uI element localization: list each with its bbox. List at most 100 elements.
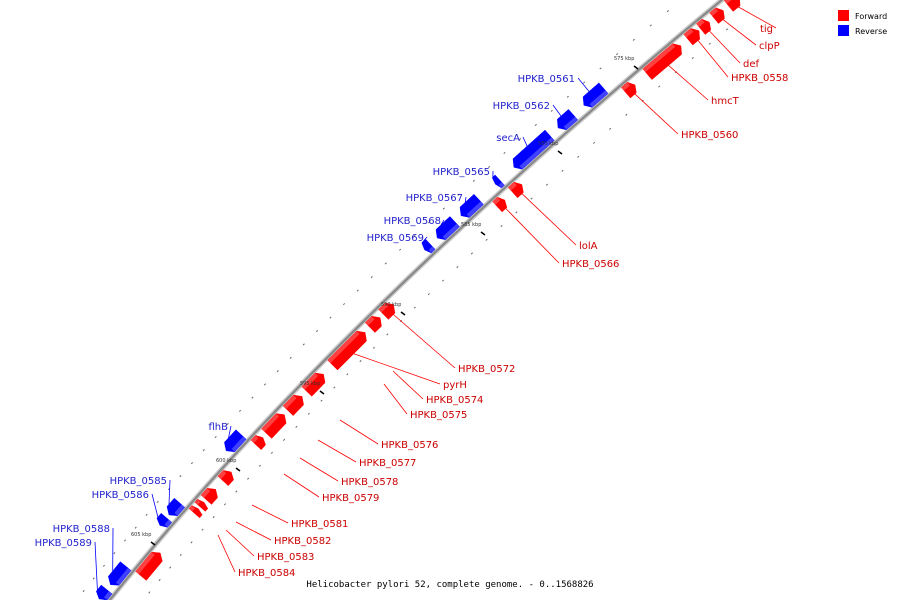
tick-mark xyxy=(500,225,503,228)
label-leader-lines xyxy=(94,6,777,590)
leader-line xyxy=(353,353,441,385)
gene-label-tig: tig xyxy=(760,24,773,35)
gene-block xyxy=(200,488,218,505)
gene-block xyxy=(459,193,484,218)
tick-mark xyxy=(485,238,488,241)
gene-highlight xyxy=(283,395,297,409)
gene-highlight xyxy=(642,43,676,73)
tick-mark xyxy=(145,513,148,516)
gene-block xyxy=(512,129,555,170)
tick-mark xyxy=(212,515,215,519)
kbp-markers: 575 kbp 580 kbp 585 kbp 590 kbp 595 kbp 600 k… xyxy=(131,56,639,546)
tick-mark xyxy=(616,53,619,56)
tick-mark xyxy=(359,360,362,363)
tick-mark xyxy=(179,553,182,557)
tick-mark xyxy=(386,333,389,336)
gene-labels: tig clpP def HPKB_0558 hmcT HPKB_0560 lolA HPKB… xyxy=(35,24,789,579)
gene-highlight xyxy=(563,116,578,130)
tick-mark xyxy=(708,42,711,45)
gene-block xyxy=(194,498,209,512)
tick-mark xyxy=(441,279,445,282)
kbp-marker-label: 595 kbp xyxy=(300,381,320,387)
gene-label-hpkb_0566: HPKB_0566 xyxy=(562,259,619,270)
leader-line xyxy=(251,504,289,524)
tick-mark xyxy=(102,564,105,567)
gene-block xyxy=(250,435,266,451)
gene-highlight xyxy=(231,436,247,452)
gene-block xyxy=(217,470,234,486)
tick-mark xyxy=(148,591,151,594)
leader-line xyxy=(521,193,577,246)
tick-mark xyxy=(333,386,336,389)
gene-highlight xyxy=(103,591,113,600)
gene-label-hpkb_0577: HPKB_0577 xyxy=(359,458,416,469)
gene-highlight xyxy=(201,488,211,498)
gene-highlight xyxy=(301,373,318,390)
tick-mark xyxy=(123,539,126,542)
gene-label-hpkb_0583: HPKB_0583 xyxy=(257,552,314,563)
gene-highlight xyxy=(621,82,630,91)
tick-mark xyxy=(346,373,349,376)
genome-backbone xyxy=(106,0,726,600)
leader-line xyxy=(668,65,709,101)
gene-block xyxy=(96,584,113,600)
gene-highlight xyxy=(135,552,155,575)
gene-highlight xyxy=(428,246,436,253)
tick-mark xyxy=(370,275,373,279)
gene-highlight xyxy=(442,223,460,240)
tick-mark xyxy=(442,207,445,210)
gene-label-hpkb_0581: HPKB_0581 xyxy=(291,519,348,530)
kbp-marker-label: 575 kbp xyxy=(614,56,634,62)
gene-label-hpkb_0561: HPKB_0561 xyxy=(518,74,575,85)
tick-mark xyxy=(515,211,518,214)
leader-line xyxy=(422,236,428,243)
gene-highlight xyxy=(365,316,375,326)
gene-highlight xyxy=(378,303,389,313)
leader-line xyxy=(738,6,777,29)
gene-label-hpkb_0565: HPKB_0565 xyxy=(433,167,490,178)
leader-line xyxy=(393,314,456,369)
gene-block xyxy=(491,174,505,189)
gene-highlight xyxy=(696,19,705,27)
leader-line xyxy=(151,493,159,518)
tick-mark xyxy=(456,265,459,269)
legend: Forward Reverse xyxy=(838,10,887,36)
kbp-marker-label: 605 kbp xyxy=(131,532,151,538)
tick-mark xyxy=(156,500,159,504)
gene-highlight xyxy=(174,504,185,516)
gene-highlight xyxy=(709,7,719,16)
gene-label-flhb: flhB xyxy=(209,422,229,433)
tick-mark xyxy=(134,526,137,529)
legend-reverse-swatch xyxy=(838,25,849,36)
gene-block xyxy=(364,315,382,333)
gene-label-hpkb_0582: HPKB_0582 xyxy=(274,536,331,547)
gene-highlight xyxy=(519,137,555,170)
gene-highlight xyxy=(217,470,227,479)
kbp-marker-tick xyxy=(633,65,639,70)
tick-mark xyxy=(658,85,661,88)
tick-mark xyxy=(169,566,172,569)
gene-highlight xyxy=(492,197,501,205)
kbp-marker-label: 585 kbp xyxy=(461,222,481,228)
leader-line xyxy=(383,383,408,415)
leader-line xyxy=(440,219,445,225)
gene-label-lola: lolA xyxy=(579,241,598,252)
gene-label-hpkb_0585: HPKB_0585 xyxy=(110,476,167,487)
tick-mark xyxy=(190,541,193,544)
legend-reverse-label: Reverse xyxy=(855,27,887,36)
gene-block xyxy=(557,109,579,131)
leader-line xyxy=(505,208,560,264)
tick-mark xyxy=(470,252,473,255)
tick-mark xyxy=(725,28,729,31)
gene-block xyxy=(421,238,436,254)
tick-mark xyxy=(190,462,194,465)
gene-label-hpkb_0560: HPKB_0560 xyxy=(681,130,738,141)
gene-highlight xyxy=(466,201,484,218)
leader-line xyxy=(283,473,320,498)
gene-block xyxy=(166,497,186,516)
kbp-marker-tick xyxy=(150,541,156,546)
legend-forward-label: Forward xyxy=(855,12,887,21)
gene-block xyxy=(378,302,396,320)
tick-mark xyxy=(158,578,161,582)
gene-highlight xyxy=(327,331,360,363)
